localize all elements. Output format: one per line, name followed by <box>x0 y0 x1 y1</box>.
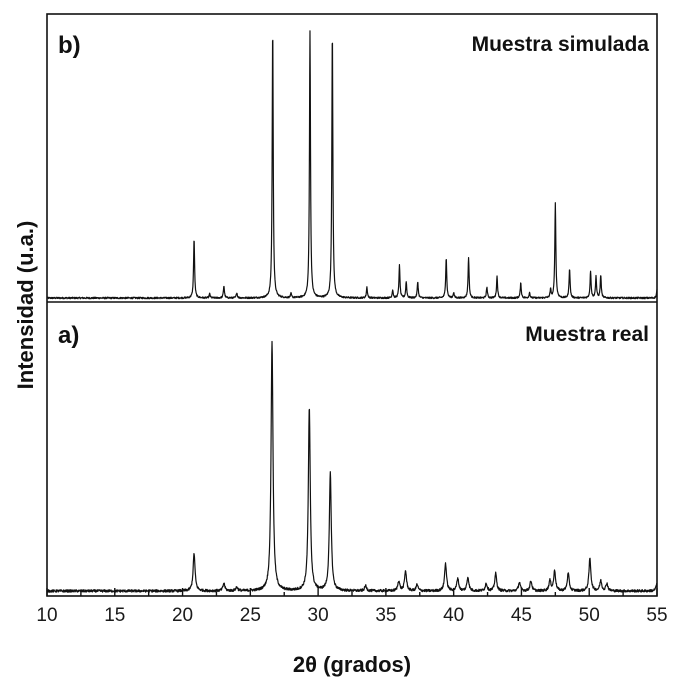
panel-b-label: b) <box>58 32 81 59</box>
x-tick-label: 50 <box>579 605 600 626</box>
x-tick-label: 20 <box>172 605 193 626</box>
panel-a-title: Muestra real <box>525 323 649 346</box>
panel-b-title: Muestra simulada <box>472 33 650 56</box>
panel-a-label: a) <box>58 322 79 349</box>
x-tick-label: 45 <box>511 605 532 626</box>
x-tick-label: 35 <box>375 605 396 626</box>
x-tick-label: 25 <box>240 605 261 626</box>
x-tick-label: 15 <box>104 605 125 626</box>
series-line-b <box>46 30 658 300</box>
chart-frame <box>46 13 658 597</box>
series-line-a <box>46 340 658 593</box>
x-axis-title: 2θ (grados) <box>293 652 411 677</box>
x-tick-label: 55 <box>646 605 667 626</box>
x-axis-ticks: 10 15 20 25 30 35 40 45 50 55 <box>36 588 668 626</box>
y-axis-title: Intensidad (u.a.) <box>13 221 38 390</box>
x-tick-label: 40 <box>443 605 464 626</box>
x-tick-label: 10 <box>36 605 57 626</box>
x-tick-label: 30 <box>308 605 329 626</box>
